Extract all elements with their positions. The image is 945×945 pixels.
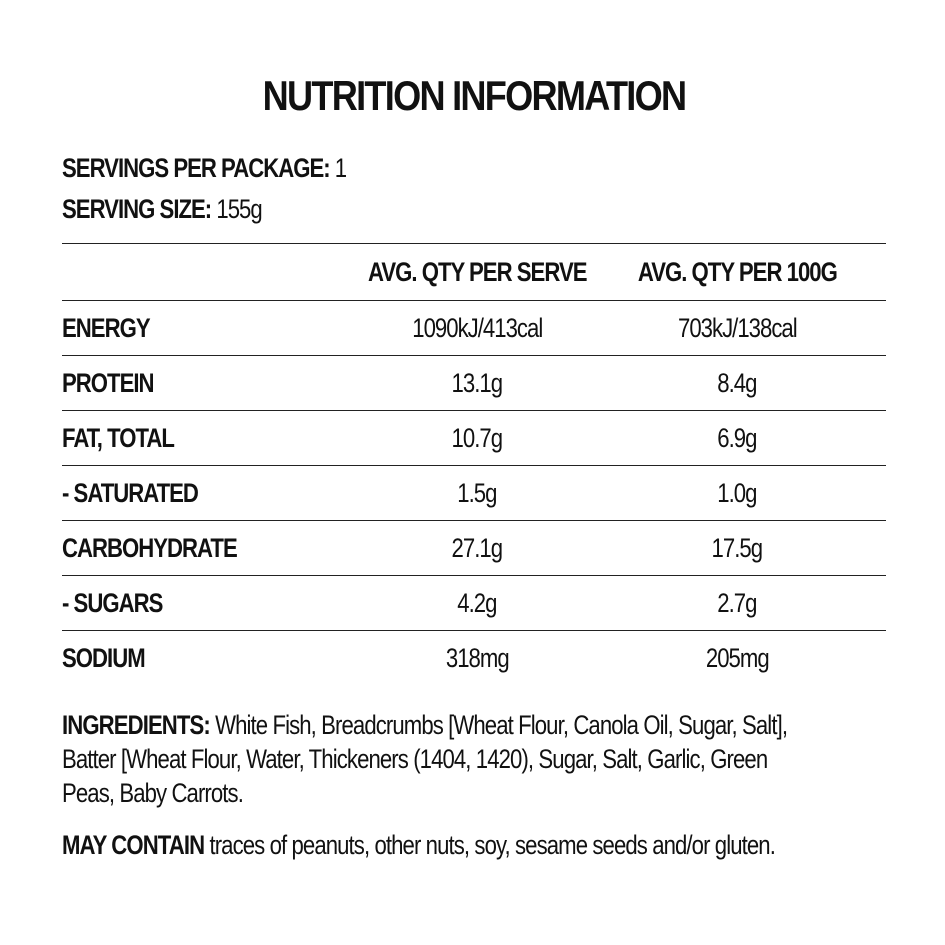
per-serve-value: 27.1g: [451, 532, 503, 563]
nutrition-panel: NUTRITION INFORMATION SERVINGS PER PACKA…: [62, 0, 886, 945]
table-row-protein: PROTEIN 13.1g 8.4g: [62, 356, 886, 411]
ingredients-label: INGREDIENTS:: [62, 710, 211, 740]
table-row-sugars: - SUGARS 4.2g 2.7g: [62, 576, 886, 631]
allergen-statement: MAY CONTAIN traces of peanuts, other nut…: [62, 830, 882, 861]
ingredients-line-3: Peas, Baby Carrots.: [62, 778, 244, 808]
nutrient-name: - SUGARS: [62, 587, 163, 618]
serving-size-value: 155g: [216, 194, 262, 224]
ingredients-text: INGREDIENTS: White Fish, Breadcrumbs [Wh…: [62, 708, 882, 810]
table-header-row: AVG. QTY PER SERVE AVG. QTY PER 100G: [62, 244, 886, 301]
page-title: NUTRITION INFORMATION: [262, 72, 687, 119]
nutrient-name: SODIUM: [62, 642, 146, 673]
nutrient-name: CARBOHYDRATE: [62, 532, 238, 563]
per-100g-value: 205mg: [705, 642, 770, 673]
per-100g-value: 6.9g: [717, 422, 757, 453]
may-contain-text: traces of peanuts, other nuts, soy, sesa…: [209, 830, 775, 860]
servings-value: 1: [334, 153, 347, 183]
nutrient-name: PROTEIN: [62, 367, 155, 398]
table-row-sodium: SODIUM 318mg 205mg: [62, 631, 886, 685]
servings-per-package: SERVINGS PER PACKAGE: 1: [62, 153, 347, 184]
per-serve-value: 13.1g: [451, 367, 503, 398]
serving-size: SERVING SIZE: 155g: [62, 194, 263, 225]
table-row-saturated: - SATURATED 1.5g 1.0g: [62, 466, 886, 521]
header-per-serve: AVG. QTY PER SERVE: [367, 256, 588, 287]
may-contain-label: MAY CONTAIN: [62, 830, 205, 860]
per-serve-value: 4.2g: [457, 587, 497, 618]
ingredients-line-1: White Fish, Breadcrumbs [Wheat Flour, Ca…: [215, 710, 788, 740]
nutrient-name: ENERGY: [62, 312, 151, 343]
per-serve-value: 318mg: [445, 642, 510, 673]
per-100g-value: 8.4g: [717, 367, 757, 398]
table-row-fat-total: FAT, TOTAL 10.7g 6.9g: [62, 411, 886, 466]
nutrient-name: FAT, TOTAL: [62, 422, 175, 453]
per-100g-value: 703kJ/138cal: [677, 312, 798, 343]
per-100g-value: 2.7g: [717, 587, 757, 618]
nutrient-name: - SATURATED: [62, 477, 199, 508]
per-100g-value: 1.0g: [717, 477, 757, 508]
nutrition-table: AVG. QTY PER SERVE AVG. QTY PER 100G ENE…: [62, 243, 886, 685]
header-nutrient: [62, 244, 292, 300]
serving-size-label: SERVING SIZE:: [62, 194, 212, 224]
per-serve-value: 1090kJ/413cal: [412, 312, 543, 343]
table-row-carbohydrate: CARBOHYDRATE 27.1g 17.5g: [62, 521, 886, 576]
header-per-100g: AVG. QTY PER 100G: [637, 256, 837, 287]
ingredients-line-2: Batter [Wheat Flour, Water, Thickeners (…: [62, 744, 768, 774]
per-100g-value: 17.5g: [711, 532, 763, 563]
per-serve-value: 1.5g: [457, 477, 497, 508]
table-row-energy: ENERGY 1090kJ/413cal 703kJ/138cal: [62, 301, 886, 356]
per-serve-value: 10.7g: [451, 422, 503, 453]
servings-label: SERVINGS PER PACKAGE:: [62, 153, 331, 183]
